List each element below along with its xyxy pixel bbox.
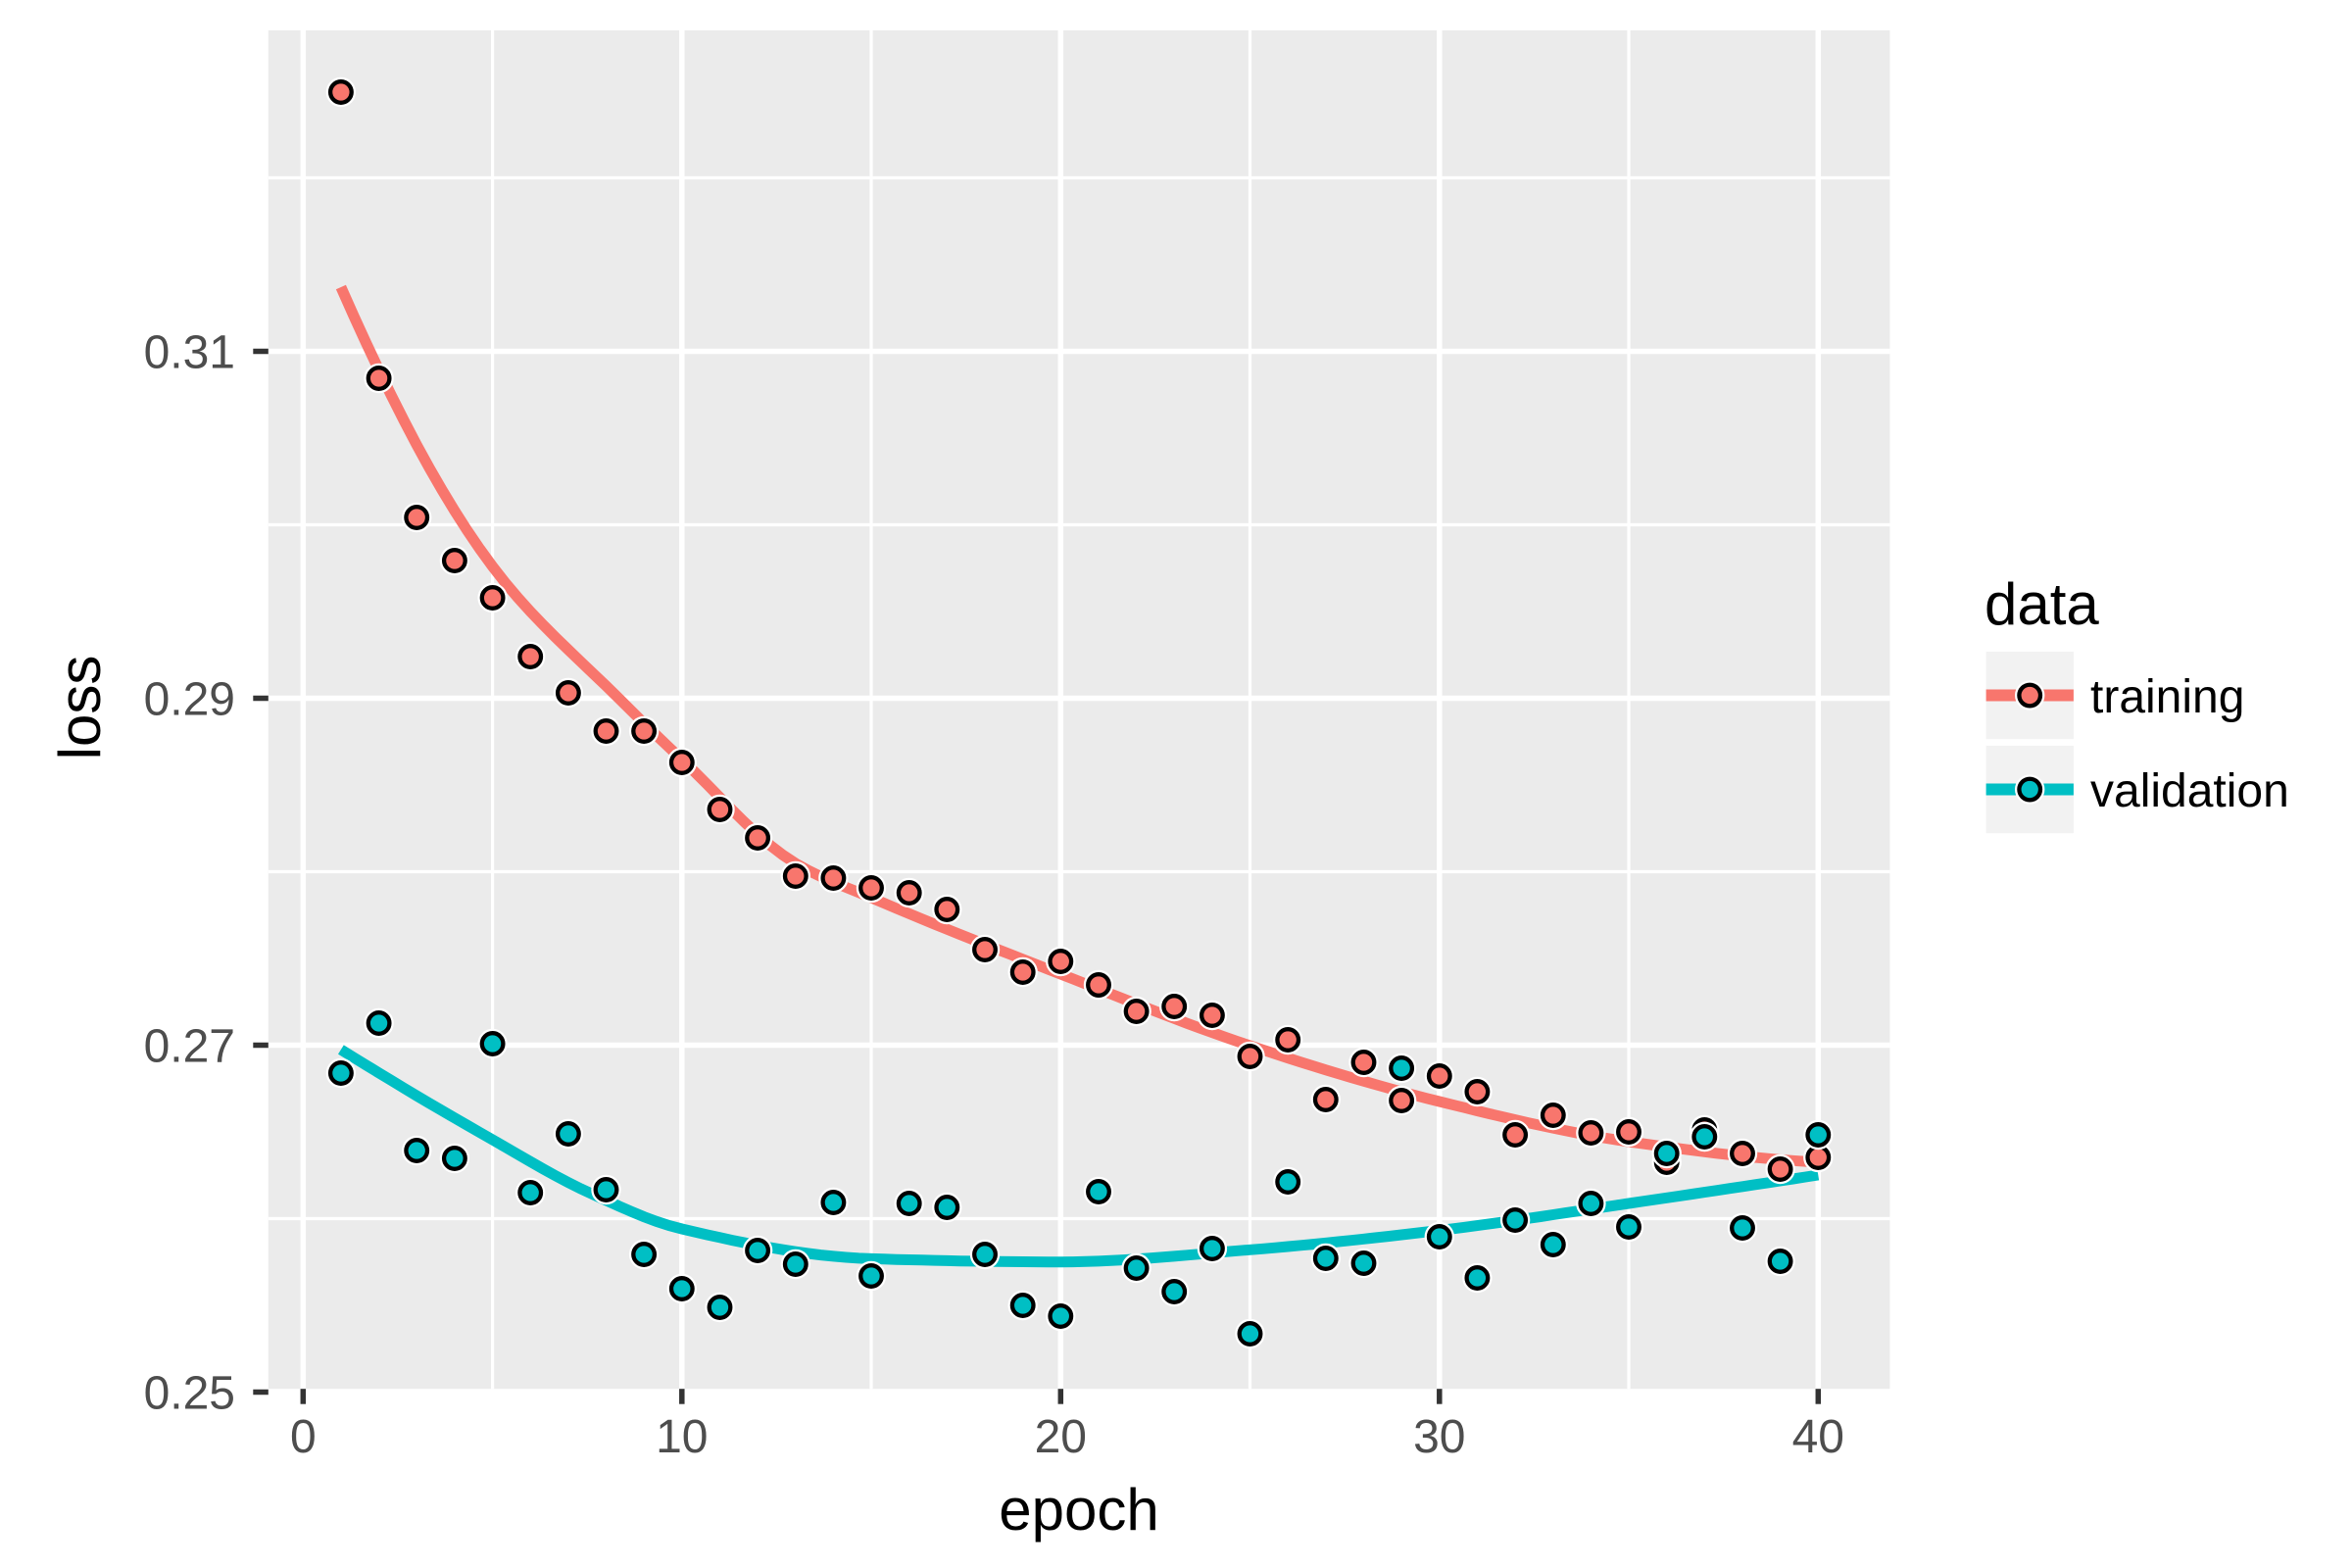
svg-text:validation: validation	[2090, 765, 2289, 817]
svg-text:10: 10	[656, 1411, 708, 1463]
svg-text:0: 0	[290, 1411, 317, 1463]
svg-text:0.29: 0.29	[144, 674, 235, 726]
svg-text:epoch: epoch	[999, 1477, 1158, 1543]
svg-text:0.25: 0.25	[144, 1368, 235, 1420]
svg-text:20: 20	[1035, 1411, 1087, 1463]
svg-text:0.27: 0.27	[144, 1021, 235, 1073]
svg-text:training: training	[2090, 671, 2244, 723]
svg-text:30: 30	[1413, 1411, 1465, 1463]
svg-text:40: 40	[1792, 1411, 1844, 1463]
svg-text:loss: loss	[47, 656, 113, 760]
svg-text:0.31: 0.31	[144, 327, 235, 379]
svg-text:data: data	[1984, 571, 2099, 637]
